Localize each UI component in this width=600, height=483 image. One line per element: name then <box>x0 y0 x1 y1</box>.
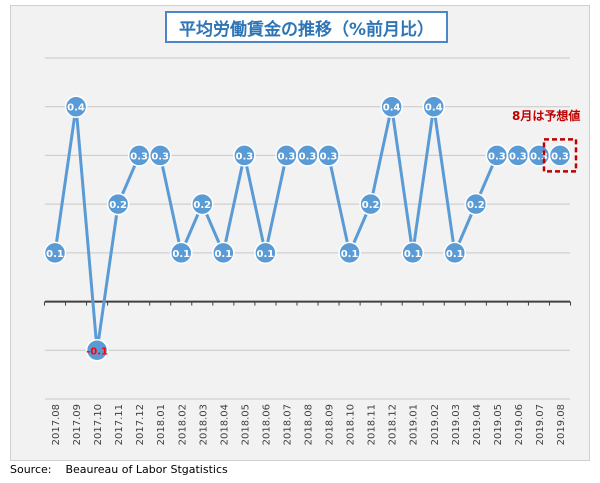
data-label: 0.1 <box>214 249 232 260</box>
data-label: 0.3 <box>130 151 148 162</box>
data-label: 0.1 <box>46 249 64 260</box>
x-tick-label: 2017.10 <box>93 404 104 445</box>
x-tick-label: 2018.12 <box>388 404 399 445</box>
data-label: 0.1 <box>404 249 422 260</box>
data-point <box>43 241 67 265</box>
data-point <box>380 95 403 118</box>
data-point <box>464 192 488 216</box>
x-tick-label: 2018.01 <box>156 404 167 445</box>
data-label: 0.3 <box>488 151 506 162</box>
x-tick-label: 2017.08 <box>51 404 62 445</box>
data-point <box>148 144 172 167</box>
x-tick-label: 2019.04 <box>472 404 483 445</box>
x-tick-label: 2017.09 <box>72 404 83 445</box>
data-label: 0.3 <box>530 151 548 162</box>
data-label: 0.1 <box>257 249 275 260</box>
chart-title: 平均労働賃金の推移（%前月比） <box>165 11 448 43</box>
data-label: 0.1 <box>341 249 359 260</box>
x-tick-label: 2018.11 <box>367 404 378 445</box>
data-point <box>422 95 445 118</box>
x-tick-label: 2019.03 <box>451 404 462 445</box>
data-point <box>317 144 340 167</box>
x-tick-label: 2018.09 <box>325 404 336 445</box>
data-point <box>338 241 361 265</box>
data-point <box>254 241 277 265</box>
data-label: 0.4 <box>383 103 401 114</box>
data-label: 0.4 <box>425 103 443 114</box>
data-label: -0.1 <box>86 346 108 357</box>
x-tick-label: 2018.10 <box>346 404 357 445</box>
x-tick-label: 2019.06 <box>514 404 525 445</box>
data-label: 0.1 <box>172 249 190 260</box>
data-point <box>233 144 256 167</box>
data-label: 0.2 <box>362 200 380 211</box>
x-tick-label: 2019.05 <box>493 404 504 445</box>
data-label: 0.3 <box>278 151 296 162</box>
x-tick-label: 2018.04 <box>219 404 230 445</box>
data-point <box>443 241 467 265</box>
series-line <box>53 105 560 352</box>
data-label: 0.3 <box>151 151 169 162</box>
x-tick-label: 2019.08 <box>556 404 567 445</box>
x-tick-label: 2018.02 <box>177 404 188 445</box>
data-label: 0.3 <box>509 151 527 162</box>
data-point <box>191 192 214 216</box>
x-tick-label: 2019.07 <box>535 404 546 445</box>
data-point <box>64 95 88 118</box>
data-point <box>85 339 109 362</box>
data-point <box>212 241 235 265</box>
data-label: 0.1 <box>446 249 464 260</box>
data-point <box>170 241 193 265</box>
chart-frame <box>10 5 590 461</box>
x-tick-label: 2017.11 <box>114 404 125 445</box>
data-label: 0.2 <box>109 200 127 211</box>
forecast-annotation: 8月は予想値 <box>512 108 580 123</box>
x-tick-label: 2018.06 <box>261 404 272 445</box>
data-label: 0.2 <box>193 200 211 211</box>
data-point <box>359 192 382 216</box>
data-point <box>548 144 572 167</box>
x-tick-label: 2019.01 <box>409 404 420 445</box>
x-tick-label: 2018.08 <box>304 404 315 445</box>
x-tick-label: 2017.12 <box>135 404 146 445</box>
data-point <box>106 192 130 216</box>
x-tick-label: 2018.07 <box>282 404 293 445</box>
data-point <box>401 241 424 265</box>
forecast-highlight-box <box>542 138 578 173</box>
data-label: 0.3 <box>299 151 317 162</box>
data-label: 0.3 <box>236 151 254 162</box>
x-tick-label: 2018.03 <box>198 404 209 445</box>
data-label: 0.3 <box>320 151 338 162</box>
x-tick-label: 2019.02 <box>430 404 441 445</box>
data-label: 0.3 <box>551 151 569 162</box>
x-tick-label: 2018.05 <box>240 404 251 445</box>
data-label: 0.4 <box>67 103 85 114</box>
source-note: Source: Beaureau of Labor Stgatistics <box>10 463 228 476</box>
data-label: 0.2 <box>467 200 485 211</box>
